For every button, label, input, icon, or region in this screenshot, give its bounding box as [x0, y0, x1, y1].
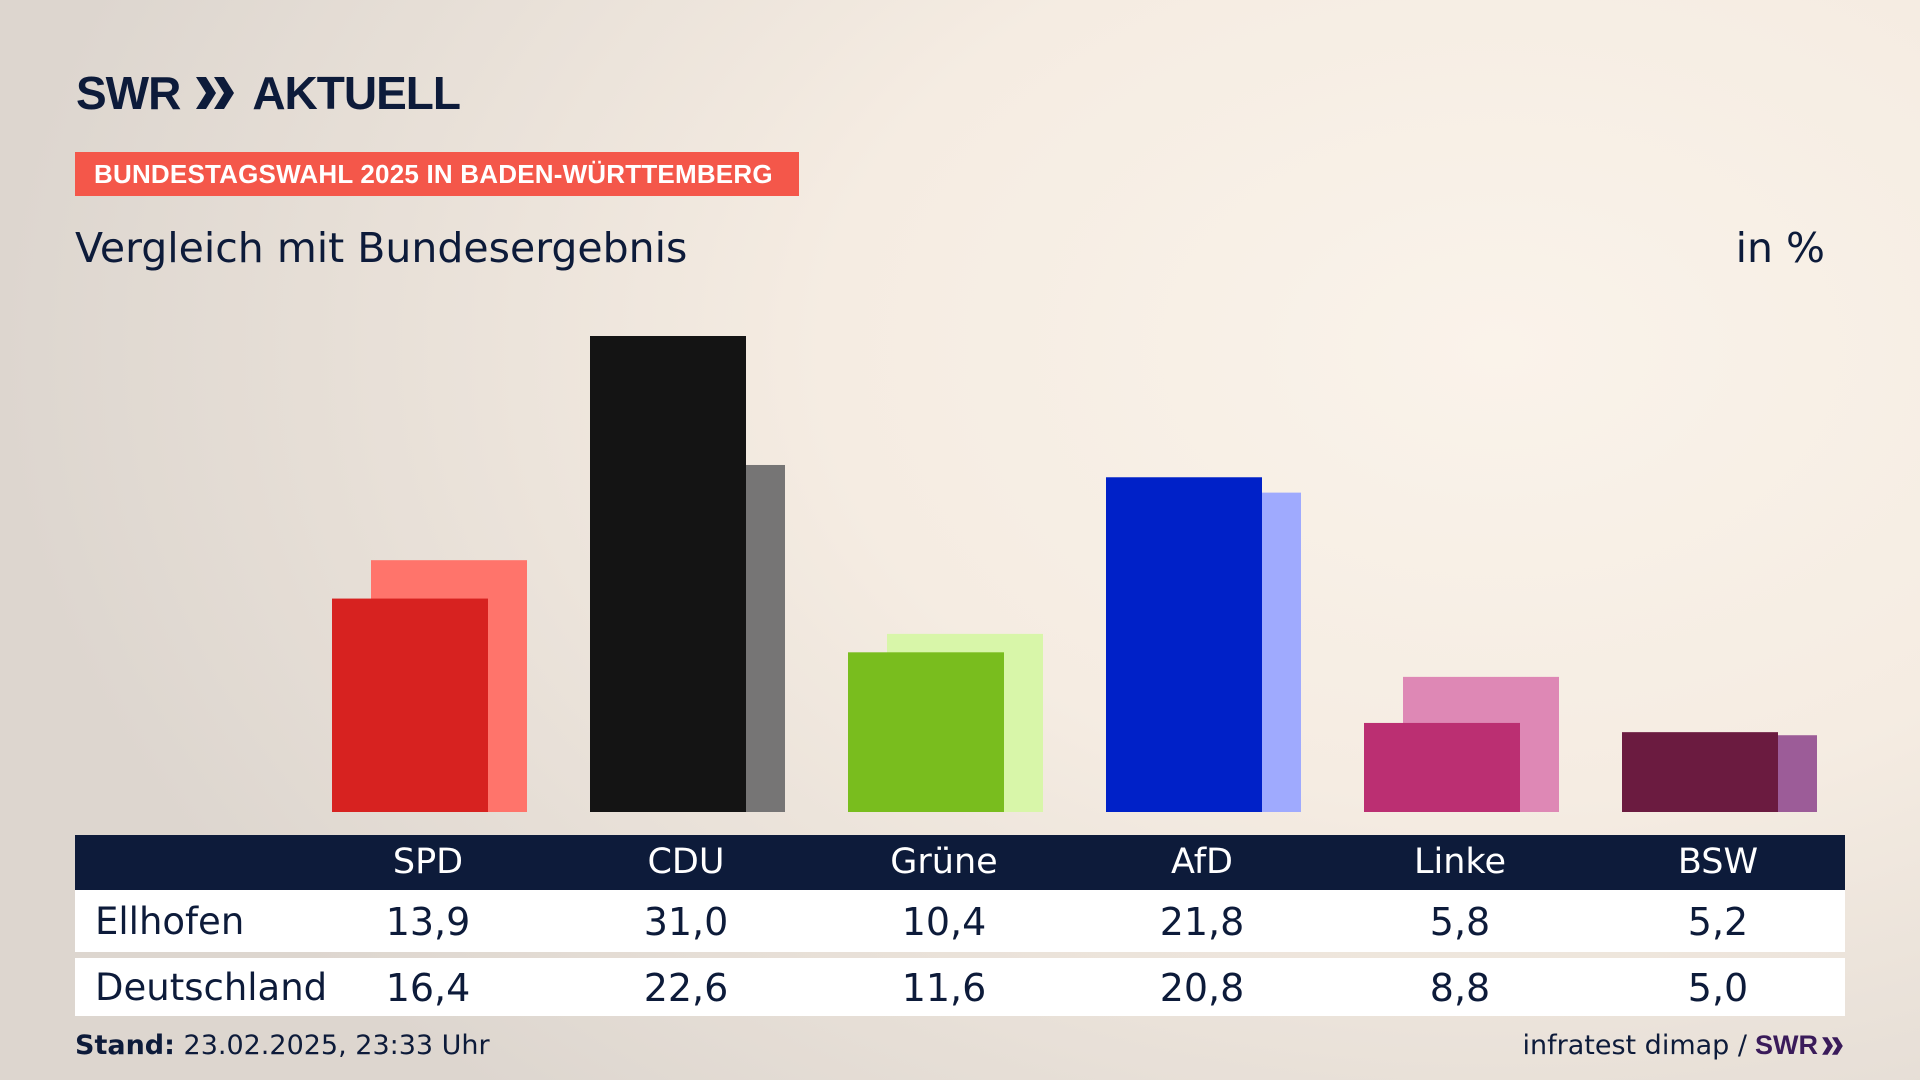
swr-mini-logo-text: SWR — [1755, 1030, 1818, 1060]
column-header-bsw: BSW — [1677, 842, 1759, 882]
table-cell: 5,2 — [1687, 900, 1749, 944]
source-text: infratest dimap / — [1522, 1030, 1747, 1061]
stand-timestamp: Stand: 23.02.2025, 23:33 Uhr — [75, 1030, 490, 1061]
table-cell: 31,0 — [643, 900, 729, 944]
chart-subtitle: Vergleich mit Bundesergebnis — [75, 224, 688, 272]
table-row: Deutschland 16,4 22,6 11,6 20,8 8,8 5,0 — [75, 958, 1845, 1016]
table-cell: 20,8 — [1159, 966, 1245, 1010]
column-header-spd: SPD — [392, 842, 464, 882]
bar-chart — [332, 336, 1817, 812]
bar-ellhofen-linke — [1364, 722, 1520, 812]
bar-ellhofen-spd — [332, 598, 488, 812]
table-cell: 22,6 — [643, 966, 729, 1010]
bar-ellhofen-afd — [1106, 477, 1262, 812]
swr-mini-logo: SWR — [1755, 1030, 1845, 1061]
logo-aktuell-text: AKTUELL — [252, 67, 461, 119]
stand-value: 23.02.2025, 23:33 Uhr — [183, 1030, 490, 1061]
source-credit: infratest dimap / SWR — [1522, 1030, 1845, 1061]
swr-aktuell-logo: SWR AKTUELL — [76, 67, 461, 119]
double-chevron-icon — [1822, 1036, 1843, 1055]
stand-label: Stand: — [75, 1030, 175, 1061]
logo-swr-text: SWR — [76, 67, 181, 119]
table-cell: 10,4 — [901, 900, 987, 944]
table-row: Ellhofen 13,9 31,0 10,4 21,8 5,8 5,2 — [75, 890, 1845, 952]
column-header-linke: Linke — [1414, 842, 1506, 882]
row-label: Ellhofen — [95, 900, 245, 943]
election-banner: BUNDESTAGSWAHL 2025 IN BADEN-WÜRTTEMBERG — [75, 152, 799, 196]
unit-label: in % — [1735, 224, 1825, 272]
double-chevron-icon — [196, 77, 235, 109]
bar-ellhofen-gr-ne — [848, 652, 1004, 812]
table-cell: 5,0 — [1687, 966, 1749, 1010]
column-header-afd: AfD — [1171, 842, 1233, 882]
results-table: SPD CDU Grüne AfD Linke BSW Ellhofen 13,9 31,0… — [75, 835, 1845, 1016]
column-header-gr-ne: Grüne — [890, 842, 998, 882]
table-cell: 13,9 — [385, 900, 471, 944]
table-cell: 8,8 — [1429, 966, 1491, 1010]
bar-ellhofen-bsw — [1622, 732, 1778, 812]
table-header-row: SPD CDU Grüne AfD Linke BSW — [75, 835, 1845, 890]
bar-ellhofen-cdu — [590, 336, 746, 812]
table-cell: 5,8 — [1429, 900, 1491, 944]
column-header-cdu: CDU — [647, 842, 725, 882]
table-cell: 11,6 — [901, 966, 987, 1010]
table-cell: 16,4 — [385, 966, 471, 1010]
row-label: Deutschland — [95, 966, 328, 1009]
table-cell: 21,8 — [1159, 900, 1245, 944]
